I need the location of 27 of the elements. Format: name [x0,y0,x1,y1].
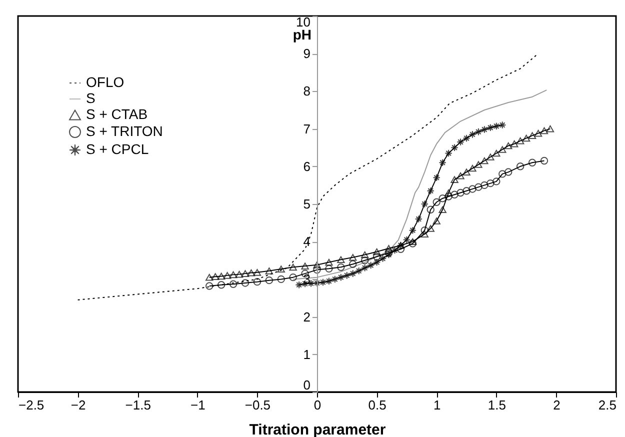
legend-label: OFLO [86,74,124,90]
legend-label: S + CTAB [86,106,148,122]
x-tick-label: −1 [190,398,206,412]
y-tick-label: 10 [296,14,310,30]
y-tick-label: 5 [303,196,310,212]
y-tick-label: 2 [303,309,310,324]
legend-label: S + CPCL [86,141,149,157]
legend-label: S [86,90,96,106]
x-tick-label: 1.5 [488,398,506,412]
x-tick-label: −2 [70,398,86,412]
y-tick-label: 8 [303,84,310,99]
x-tick-label: 0 [314,398,322,412]
x-tick-label: 2.5 [598,398,616,412]
y-tick-label: 0 [303,378,310,392]
y-tick-label: 6 [303,158,310,174]
y-axis-title: pH [292,26,312,42]
x-tick-label: 2 [553,398,560,412]
x-tick-label: 1 [433,398,441,412]
y-tick-label: 7 [303,121,310,136]
x-tick-label: 0.5 [368,398,386,412]
legend-label: S + TRITON [86,123,163,139]
y-tick-label: 4 [303,234,310,250]
x-tick-label: −2.5 [18,398,44,412]
y-tick-label: 1 [303,346,310,362]
x-tick-label: −1.5 [125,398,151,412]
y-tick-label: 9 [303,46,310,62]
x-tick-label: −0.5 [244,398,271,412]
